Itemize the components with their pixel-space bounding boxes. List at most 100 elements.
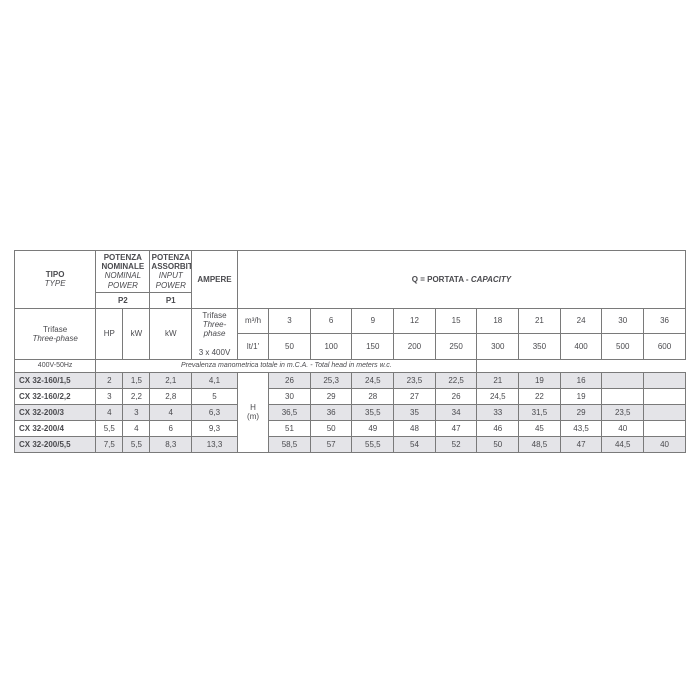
h-cell: 19 bbox=[519, 372, 561, 388]
flow-m3h-6: 21 bbox=[519, 308, 561, 333]
h-cell: 16 bbox=[560, 372, 602, 388]
flow-lt1-9: 600 bbox=[644, 334, 686, 359]
flow-m3h-4: 15 bbox=[435, 308, 477, 333]
p1-cell: 4 bbox=[150, 404, 192, 420]
pump-spec-table: TIPO TYPE POTENZA NOMINALE NOMINAL POWER… bbox=[14, 250, 686, 453]
h-cell: 40 bbox=[644, 436, 686, 452]
h-cell: 26 bbox=[269, 372, 311, 388]
flow-m3h-9: 36 bbox=[644, 308, 686, 333]
h-cell: 50 bbox=[310, 420, 352, 436]
h-cell: 21 bbox=[477, 372, 519, 388]
hdr-pot-nom: POTENZA NOMINALE NOMINAL POWER bbox=[96, 251, 150, 293]
h-cell: 29 bbox=[560, 404, 602, 420]
h-cell: 40 bbox=[602, 420, 644, 436]
h-cell bbox=[602, 372, 644, 388]
h-cell: 48,5 bbox=[519, 436, 561, 452]
h-cell: 27 bbox=[394, 388, 436, 404]
kw-cell: 4 bbox=[123, 420, 150, 436]
hdr-tipo: TIPO TYPE bbox=[15, 251, 96, 309]
h-cell bbox=[602, 388, 644, 404]
h-cell bbox=[644, 388, 686, 404]
kw-cell: 2,2 bbox=[123, 388, 150, 404]
hp-cell: 7,5 bbox=[96, 436, 123, 452]
h-cell: 51 bbox=[269, 420, 311, 436]
hdr-hp: HP bbox=[96, 308, 123, 359]
h-cell: 34 bbox=[435, 404, 477, 420]
hdr-trifase: Trifase Three-phase bbox=[15, 308, 96, 359]
h-cell: 35 bbox=[394, 404, 436, 420]
flow-lt1-8: 500 bbox=[602, 334, 644, 359]
flow-lt1-5: 300 bbox=[477, 334, 519, 359]
flow-m3h-1: 6 bbox=[310, 308, 352, 333]
h-cell: 25,3 bbox=[310, 372, 352, 388]
flow-lt1-0: 50 bbox=[269, 334, 311, 359]
h-cell: 23,5 bbox=[602, 404, 644, 420]
h-cell: 43,5 bbox=[560, 420, 602, 436]
table-row: CX 32-200/4 5,5 4 6 9,3 51 50 49 48 47 4… bbox=[15, 420, 686, 436]
h-cell: 57 bbox=[310, 436, 352, 452]
flow-lt1-2: 150 bbox=[352, 334, 394, 359]
model-cell: CX 32-160/1,5 bbox=[15, 372, 96, 388]
h-cell: 45 bbox=[519, 420, 561, 436]
hdr-400v: 400V-50Hz bbox=[15, 359, 96, 372]
h-cell: 36,5 bbox=[269, 404, 311, 420]
h-cell: 50 bbox=[477, 436, 519, 452]
h-cell: 29 bbox=[310, 388, 352, 404]
table-row: CX 32-160/1,5 2 1,5 2,1 4,1 H(m) 26 25,3… bbox=[15, 372, 686, 388]
h-cell bbox=[644, 404, 686, 420]
hdr-kw2: kW bbox=[150, 308, 192, 359]
hdr-ampere: AMPERE bbox=[192, 251, 238, 309]
flow-lt1-3: 200 bbox=[394, 334, 436, 359]
kw-cell: 3 bbox=[123, 404, 150, 420]
h-cell: 35,5 bbox=[352, 404, 394, 420]
p1-cell: 2,1 bbox=[150, 372, 192, 388]
p1-cell: 8,3 bbox=[150, 436, 192, 452]
h-cell: 55,5 bbox=[352, 436, 394, 452]
h-cell: 47 bbox=[560, 436, 602, 452]
hp-cell: 4 bbox=[96, 404, 123, 420]
h-cell: 49 bbox=[352, 420, 394, 436]
model-cell: CX 32-200/5,5 bbox=[15, 436, 96, 452]
model-cell: CX 32-160/2,2 bbox=[15, 388, 96, 404]
flow-m3h-0: 3 bbox=[269, 308, 311, 333]
h-cell bbox=[644, 372, 686, 388]
h-cell: 28 bbox=[352, 388, 394, 404]
h-cell: 58,5 bbox=[269, 436, 311, 452]
h-cell bbox=[644, 420, 686, 436]
hdr-p1: P1 bbox=[150, 292, 192, 308]
h-cell: 47 bbox=[435, 420, 477, 436]
hdr-kw1: kW bbox=[123, 308, 150, 359]
flow-lt1-6: 350 bbox=[519, 334, 561, 359]
h-cell: 33 bbox=[477, 404, 519, 420]
model-cell: CX 32-200/3 bbox=[15, 404, 96, 420]
h-cell: 44,5 bbox=[602, 436, 644, 452]
amp-cell: 4,1 bbox=[192, 372, 238, 388]
table-row: CX 32-160/2,2 3 2,2 2,8 5 30 29 28 27 26… bbox=[15, 388, 686, 404]
flow-m3h-7: 24 bbox=[560, 308, 602, 333]
amp-cell: 5 bbox=[192, 388, 238, 404]
hdr-lt1: lt/1' bbox=[237, 334, 268, 359]
table-row: CX 32-200/5,5 7,5 5,5 8,3 13,3 58,5 57 5… bbox=[15, 436, 686, 452]
hdr-m3h: m³/h bbox=[237, 308, 268, 333]
h-cell: 46 bbox=[477, 420, 519, 436]
hp-cell: 2 bbox=[96, 372, 123, 388]
h-cell: 52 bbox=[435, 436, 477, 452]
flow-lt1-1: 100 bbox=[310, 334, 352, 359]
flow-m3h-8: 30 bbox=[602, 308, 644, 333]
amp-cell: 13,3 bbox=[192, 436, 238, 452]
flow-m3h-2: 9 bbox=[352, 308, 394, 333]
flow-m3h-3: 12 bbox=[394, 308, 436, 333]
h-cell: 22,5 bbox=[435, 372, 477, 388]
hdr-capacity: Q = PORTATA - CAPACITY bbox=[237, 251, 685, 309]
hp-cell: 5,5 bbox=[96, 420, 123, 436]
table-row: CX 32-200/3 4 3 4 6,3 36,5 36 35,5 35 34… bbox=[15, 404, 686, 420]
hdr-H: H(m) bbox=[237, 372, 268, 452]
amp-cell: 6,3 bbox=[192, 404, 238, 420]
hdr-volt: Trifase Three-phase 3 x 400V bbox=[192, 308, 238, 359]
kw-cell: 5,5 bbox=[123, 436, 150, 452]
flow-lt1-4: 250 bbox=[435, 334, 477, 359]
h-cell: 19 bbox=[560, 388, 602, 404]
h-cell: 30 bbox=[269, 388, 311, 404]
flow-m3h-5: 18 bbox=[477, 308, 519, 333]
amp-cell: 9,3 bbox=[192, 420, 238, 436]
